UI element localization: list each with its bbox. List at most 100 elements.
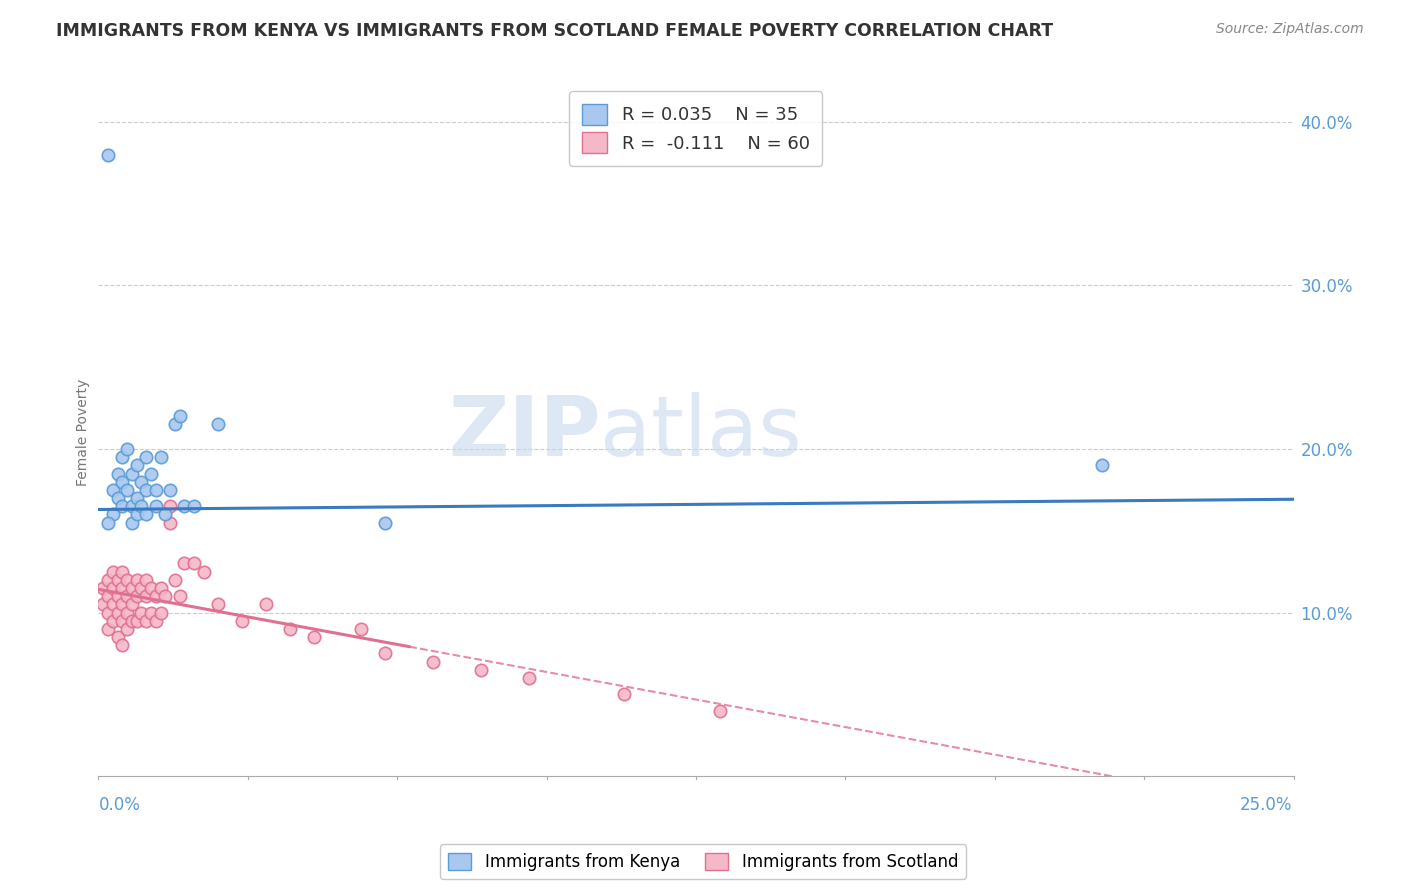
Point xyxy=(97,147,120,161)
Point xyxy=(91,581,114,595)
Point xyxy=(422,655,444,669)
Point xyxy=(163,417,186,432)
Point xyxy=(101,614,124,628)
Point xyxy=(121,581,143,595)
Point xyxy=(135,573,157,587)
Point xyxy=(517,671,540,685)
Point xyxy=(107,589,129,603)
Point xyxy=(97,622,120,636)
Point xyxy=(125,491,148,505)
Point xyxy=(149,606,172,620)
Point xyxy=(121,614,143,628)
Point xyxy=(111,450,134,464)
Legend: Immigrants from Kenya, Immigrants from Scotland: Immigrants from Kenya, Immigrants from S… xyxy=(440,845,966,880)
Point xyxy=(155,589,177,603)
Point xyxy=(302,630,325,644)
Point xyxy=(159,516,181,530)
Point xyxy=(135,483,157,497)
Point xyxy=(111,614,134,628)
Point xyxy=(139,467,162,481)
Point xyxy=(155,508,177,522)
Point xyxy=(135,589,157,603)
Point xyxy=(107,630,129,644)
Point xyxy=(207,598,229,612)
Point xyxy=(278,622,301,636)
Point xyxy=(107,467,129,481)
Point xyxy=(101,508,124,522)
Point xyxy=(101,483,124,497)
Point xyxy=(131,475,153,489)
Point xyxy=(231,614,253,628)
Point xyxy=(1091,458,1114,473)
Point xyxy=(163,573,186,587)
Point xyxy=(149,581,172,595)
Point xyxy=(149,450,172,464)
Point xyxy=(121,499,143,513)
Point xyxy=(115,483,138,497)
Point xyxy=(97,573,120,587)
Point xyxy=(173,499,195,513)
Point xyxy=(107,606,129,620)
Point xyxy=(111,598,134,612)
Text: atlas: atlas xyxy=(600,392,801,473)
Point xyxy=(135,508,157,522)
Text: Source: ZipAtlas.com: Source: ZipAtlas.com xyxy=(1216,22,1364,37)
Point xyxy=(97,606,120,620)
Point xyxy=(111,638,134,652)
Point xyxy=(115,622,138,636)
Point xyxy=(193,565,215,579)
Point xyxy=(145,614,167,628)
Legend: R = 0.035    N = 35, R =  -0.111    N = 60: R = 0.035 N = 35, R = -0.111 N = 60 xyxy=(569,91,823,166)
Point xyxy=(131,606,153,620)
Text: IMMIGRANTS FROM KENYA VS IMMIGRANTS FROM SCOTLAND FEMALE POVERTY CORRELATION CHA: IMMIGRANTS FROM KENYA VS IMMIGRANTS FROM… xyxy=(56,22,1053,40)
Point xyxy=(207,417,229,432)
Point xyxy=(107,573,129,587)
Point xyxy=(145,483,167,497)
Point xyxy=(125,614,148,628)
Point xyxy=(101,598,124,612)
Point xyxy=(111,499,134,513)
Point xyxy=(135,450,157,464)
Point xyxy=(254,598,277,612)
Point xyxy=(125,508,148,522)
Point xyxy=(121,467,143,481)
Point xyxy=(125,458,148,473)
Point xyxy=(97,589,120,603)
Point xyxy=(115,573,138,587)
Point xyxy=(183,557,205,571)
Point xyxy=(470,663,492,677)
Point xyxy=(121,516,143,530)
Point xyxy=(111,565,134,579)
Text: 25.0%: 25.0% xyxy=(1240,796,1292,814)
Point xyxy=(139,606,162,620)
Point xyxy=(135,614,157,628)
Point xyxy=(169,589,191,603)
Point xyxy=(183,499,205,513)
Point xyxy=(101,581,124,595)
Point xyxy=(159,499,181,513)
Point xyxy=(111,581,134,595)
Y-axis label: Female Poverty: Female Poverty xyxy=(76,379,90,486)
Point xyxy=(111,475,134,489)
Point xyxy=(145,589,167,603)
Point xyxy=(125,589,148,603)
Point xyxy=(169,409,191,424)
Point xyxy=(131,499,153,513)
Point xyxy=(107,491,129,505)
Point xyxy=(374,516,396,530)
Text: 0.0%: 0.0% xyxy=(98,796,141,814)
Point xyxy=(374,646,396,660)
Point xyxy=(91,598,114,612)
Point xyxy=(121,598,143,612)
Point xyxy=(350,622,373,636)
Point xyxy=(125,573,148,587)
Point xyxy=(613,687,636,701)
Text: ZIP: ZIP xyxy=(449,392,600,473)
Point xyxy=(115,589,138,603)
Point xyxy=(97,516,120,530)
Point xyxy=(159,483,181,497)
Point xyxy=(139,581,162,595)
Point xyxy=(709,704,731,718)
Point xyxy=(145,499,167,513)
Point xyxy=(173,557,195,571)
